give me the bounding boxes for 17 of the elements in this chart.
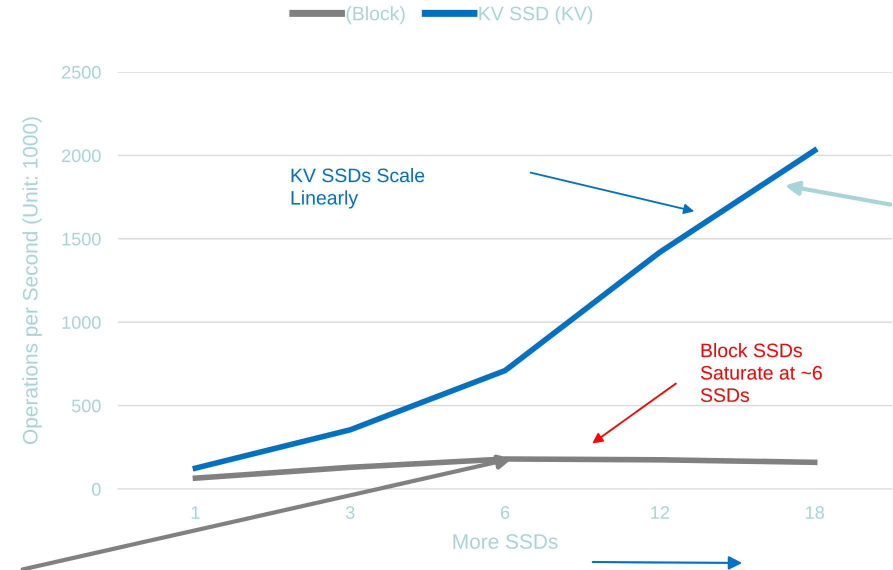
x-tick-label: 12 <box>651 506 670 519</box>
x-tick-label: 18 <box>806 506 824 519</box>
y-tick-label: 0 <box>92 482 101 496</box>
legend-label: (Block) <box>346 6 405 24</box>
y-tick-label: 1000 <box>62 316 101 329</box>
legend-label: KV SSD (KV) <box>479 6 592 24</box>
annotation: KV SSDs Scale Linearly <box>292 168 424 208</box>
x-tick-label: 6 <box>500 506 510 519</box>
x-axis-title: More SSDs <box>454 534 558 549</box>
y-tick-label: 2500 <box>62 66 101 79</box>
y-tick-label: 2000 <box>62 149 101 162</box>
y-tick-label: 500 <box>72 400 101 412</box>
x-tick-label: 1 <box>192 506 200 519</box>
x-tick-label: 3 <box>346 506 354 519</box>
annotation: Block SSDs Saturate at ~6 SSDs <box>700 343 822 402</box>
y-axis-title: Operations per Second (Unit: 1000) <box>22 117 42 444</box>
y-tick-label: 1500 <box>62 232 101 246</box>
